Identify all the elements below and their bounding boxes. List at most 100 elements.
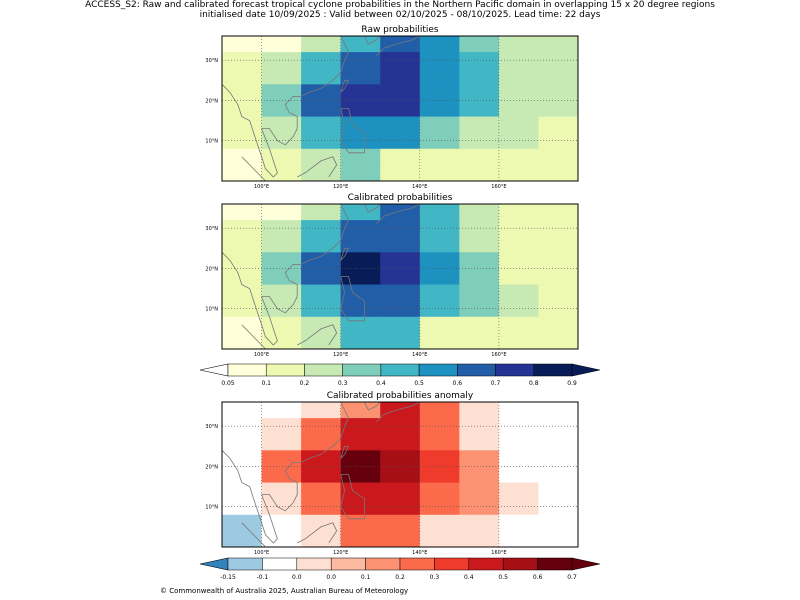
probability-cell [340, 100, 381, 118]
probability-cell [340, 116, 381, 134]
probability-cell [340, 204, 381, 221]
probability-cell [301, 204, 342, 221]
probability-cell [222, 204, 263, 221]
colorbar-segment [265, 363, 305, 377]
probability-cell [498, 418, 539, 435]
probability-cell [380, 300, 421, 318]
probability-cell [301, 268, 342, 286]
probability-cell [538, 236, 579, 253]
probability-cell [380, 332, 421, 350]
probability-cell [498, 84, 539, 101]
probability-cell [459, 36, 500, 53]
probability-cell [301, 236, 342, 253]
probability-cell [340, 268, 381, 286]
probability-cell [419, 148, 460, 166]
probability-cell [380, 236, 421, 253]
probability-cell [538, 466, 579, 484]
coastline [364, 35, 381, 45]
colorbar-over-extension [571, 363, 601, 377]
probability-cell [419, 220, 460, 237]
probability-cell [222, 268, 263, 286]
probability-cell [419, 252, 460, 269]
probability-cell [222, 84, 263, 101]
probability-cell [301, 316, 342, 334]
colorbar-tick-label: 0.1 [261, 380, 271, 387]
probability-cell [261, 466, 302, 484]
x-tick-label: 140°E [412, 352, 427, 358]
probability-cell [419, 68, 460, 85]
coastline [221, 203, 350, 346]
x-tick-label: 100°E [254, 184, 269, 190]
probability-cell [498, 434, 539, 451]
probability-cell [459, 498, 500, 516]
probability-cell [459, 68, 500, 85]
x-tick-label: 120°E [333, 550, 348, 556]
colorbar-tick-label: 0.6 [533, 574, 543, 581]
x-tick-label: 160°E [491, 352, 506, 358]
probability-cell [419, 482, 460, 500]
probability-cell [380, 530, 421, 548]
probability-cell [419, 514, 460, 532]
probability-cell [459, 450, 500, 467]
probability-cell [261, 36, 302, 53]
probability-cell [301, 164, 342, 182]
probability-cell [301, 466, 342, 484]
probability-cell [419, 36, 460, 53]
probability-cell [222, 284, 263, 302]
colorbar-segment [495, 363, 535, 377]
figure-title: ACCESS_S2: Raw and calibrated forecast t… [85, 0, 715, 10]
colorbar-segment [330, 557, 366, 571]
probability-cell [261, 268, 302, 286]
probability-cell [222, 132, 263, 150]
probability-cell [459, 52, 500, 69]
probability-cell [459, 530, 500, 548]
probability-cell [498, 466, 539, 484]
probability-cell [498, 100, 539, 118]
probability-cell [301, 332, 342, 350]
probability-cell [538, 36, 579, 53]
probability-cell [538, 316, 579, 334]
probability-cell [498, 498, 539, 516]
probability-cell [380, 164, 421, 182]
probability-cell [301, 450, 342, 467]
probability-cell [419, 300, 460, 318]
probability-cell [419, 236, 460, 253]
probability-cell [498, 148, 539, 166]
probability-cell [261, 148, 302, 166]
probability-cell [380, 252, 421, 269]
colorbar-segment [468, 557, 504, 571]
probability-cell [419, 268, 460, 286]
probability-cell [459, 148, 500, 166]
probability-cell [498, 236, 539, 253]
y-tick-label: 20°N [205, 464, 218, 470]
colorbar-tick-label: -0.15 [220, 574, 236, 581]
probability-cell [419, 204, 460, 221]
probability-cell [261, 132, 302, 150]
probability-cell [419, 132, 460, 150]
probability-cell [301, 530, 342, 548]
probability-cell [222, 530, 263, 548]
probability-cell [261, 164, 302, 182]
panel-title: Calibrated probabilities [348, 193, 453, 203]
probability-cell [459, 300, 500, 318]
probability-cell [459, 332, 500, 350]
probability-cell [538, 434, 579, 451]
probability-cell [380, 84, 421, 101]
probability-cell [261, 498, 302, 516]
probability-cell [498, 52, 539, 69]
probability-cell [498, 530, 539, 548]
colorbar-segment [262, 557, 298, 571]
probability-cell [301, 514, 342, 532]
colorbar-tick-label: 0.7 [491, 380, 501, 387]
probability-cell [340, 236, 381, 253]
colorbar-tick-label: 0.4 [376, 380, 386, 387]
probability-cell [538, 164, 579, 182]
probability-cell [459, 204, 500, 221]
probability-cell [380, 68, 421, 85]
colorbar-tick-label: 0.5 [498, 574, 508, 581]
probability-cell [340, 284, 381, 302]
probability-cell [222, 482, 263, 500]
probability-cell [538, 204, 579, 221]
probability-cell [222, 332, 263, 350]
probability-cell [419, 434, 460, 451]
